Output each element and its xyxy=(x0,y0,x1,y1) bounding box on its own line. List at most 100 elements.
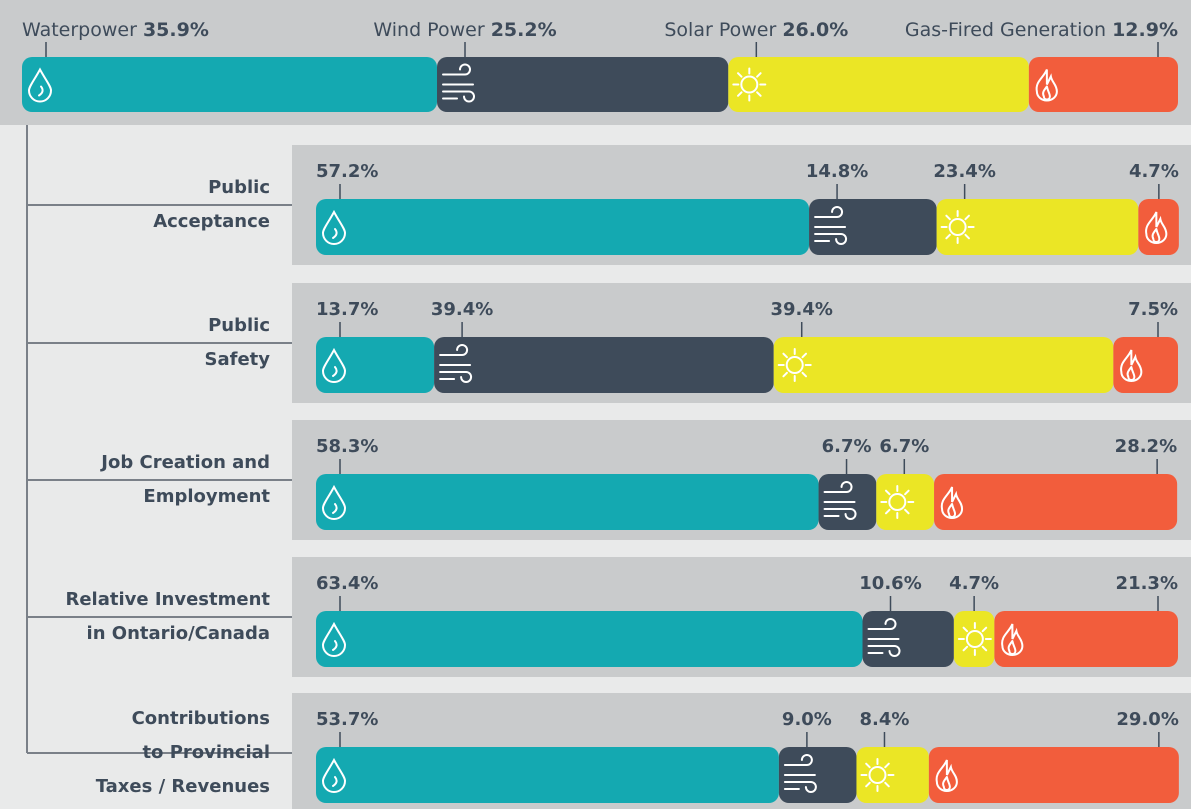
value-label: Wind Power 25.2% xyxy=(373,19,556,41)
icon-0 xyxy=(321,621,347,657)
wind xyxy=(823,481,857,520)
category-label: Job Creation and Employment xyxy=(101,452,270,507)
flame xyxy=(940,486,964,519)
ray xyxy=(945,214,951,221)
icon-3 xyxy=(1035,69,1058,102)
ray xyxy=(782,371,788,378)
bar-segment xyxy=(316,337,435,393)
value-label: 7.5% xyxy=(1128,299,1178,320)
value-label: Gas-Fired Generation 12.9% xyxy=(905,19,1178,41)
icon-1 xyxy=(783,754,817,793)
ray xyxy=(962,645,969,652)
sun xyxy=(785,356,804,374)
ray xyxy=(884,762,890,769)
value-label: 13.7% xyxy=(316,299,378,320)
drop xyxy=(321,621,347,657)
bar-segment xyxy=(953,611,995,667)
ray xyxy=(884,508,891,515)
category-label: Public Safety xyxy=(204,315,271,370)
bar-segment xyxy=(316,474,819,530)
value-text: 12.9% xyxy=(1112,19,1178,41)
category-label: Contributions to Provincial Taxes / Reve… xyxy=(95,708,270,797)
value-text: 26.0% xyxy=(782,19,848,41)
ray xyxy=(884,489,891,496)
icon-0 xyxy=(27,67,53,103)
icon-3 xyxy=(935,759,958,792)
ray xyxy=(865,762,871,769)
bar-segment xyxy=(316,747,779,803)
series-name: Gas-Fired Generation xyxy=(905,19,1106,41)
sun xyxy=(868,766,887,784)
wind xyxy=(867,618,901,657)
bar-segment xyxy=(316,199,810,255)
value-label: 53.7% xyxy=(316,709,378,730)
value-label: 4.7% xyxy=(949,573,999,594)
bar-segment xyxy=(936,199,1139,255)
wind xyxy=(783,754,817,793)
flame xyxy=(1035,69,1058,102)
value-label: Solar Power 26.0% xyxy=(664,19,848,41)
value-label: 6.7% xyxy=(822,436,872,457)
ray xyxy=(737,91,743,97)
value-label: 14.8% xyxy=(806,161,868,182)
bar-segment xyxy=(728,57,1029,112)
series-name: Solar Power xyxy=(664,19,776,41)
value-text: 25.2% xyxy=(491,19,557,41)
value-label: 29.0% xyxy=(1116,709,1178,730)
ray xyxy=(756,72,762,78)
icon-0 xyxy=(321,209,347,245)
icon-1 xyxy=(823,481,857,520)
ray xyxy=(904,489,910,496)
bar-segment xyxy=(934,474,1178,530)
value-label: 10.6% xyxy=(859,573,921,594)
value-label: 9.0% xyxy=(782,709,832,730)
ray xyxy=(945,233,951,240)
ray xyxy=(782,352,788,359)
icon-1 xyxy=(439,344,473,383)
icon-3 xyxy=(1001,623,1024,656)
sun xyxy=(965,630,984,648)
ray xyxy=(884,781,890,788)
value-label: Waterpower 35.9% xyxy=(22,19,209,41)
icon-2 xyxy=(880,485,915,519)
icon-1 xyxy=(867,618,901,657)
value-label: 6.7% xyxy=(879,436,929,457)
value-label: 57.2% xyxy=(316,161,378,182)
series-name: Waterpower xyxy=(22,19,137,41)
value-label: 21.3% xyxy=(1116,573,1178,594)
drop xyxy=(321,347,347,383)
icon-1 xyxy=(814,206,848,245)
bar-segment xyxy=(1138,199,1179,255)
drop xyxy=(321,757,347,793)
icon-3 xyxy=(1120,349,1143,382)
ray xyxy=(756,91,762,97)
value-label: 58.3% xyxy=(316,436,378,457)
value-label: 4.7% xyxy=(1129,161,1179,182)
sun xyxy=(948,218,967,236)
ray xyxy=(801,371,808,378)
icon-2 xyxy=(732,67,767,102)
sun xyxy=(740,75,759,94)
bar-segment xyxy=(994,611,1178,667)
bar-segment xyxy=(809,199,937,255)
bar-segment xyxy=(1113,337,1178,393)
icon-3 xyxy=(940,486,964,519)
icon-0 xyxy=(321,757,347,793)
value-label: 28.2% xyxy=(1115,436,1177,457)
icon-0 xyxy=(321,347,347,383)
sun xyxy=(888,493,907,511)
ray xyxy=(981,645,988,652)
flame xyxy=(1001,623,1024,656)
wind xyxy=(442,63,475,103)
ray xyxy=(737,72,743,78)
bar-segment xyxy=(437,57,729,112)
ray xyxy=(964,214,970,221)
icon-2 xyxy=(777,348,812,382)
drop xyxy=(27,67,53,103)
bar-segment xyxy=(773,337,1114,393)
category-label: Relative Investment in Ontario/Canada xyxy=(65,589,270,644)
ray xyxy=(904,508,910,515)
icon-0 xyxy=(321,484,347,520)
